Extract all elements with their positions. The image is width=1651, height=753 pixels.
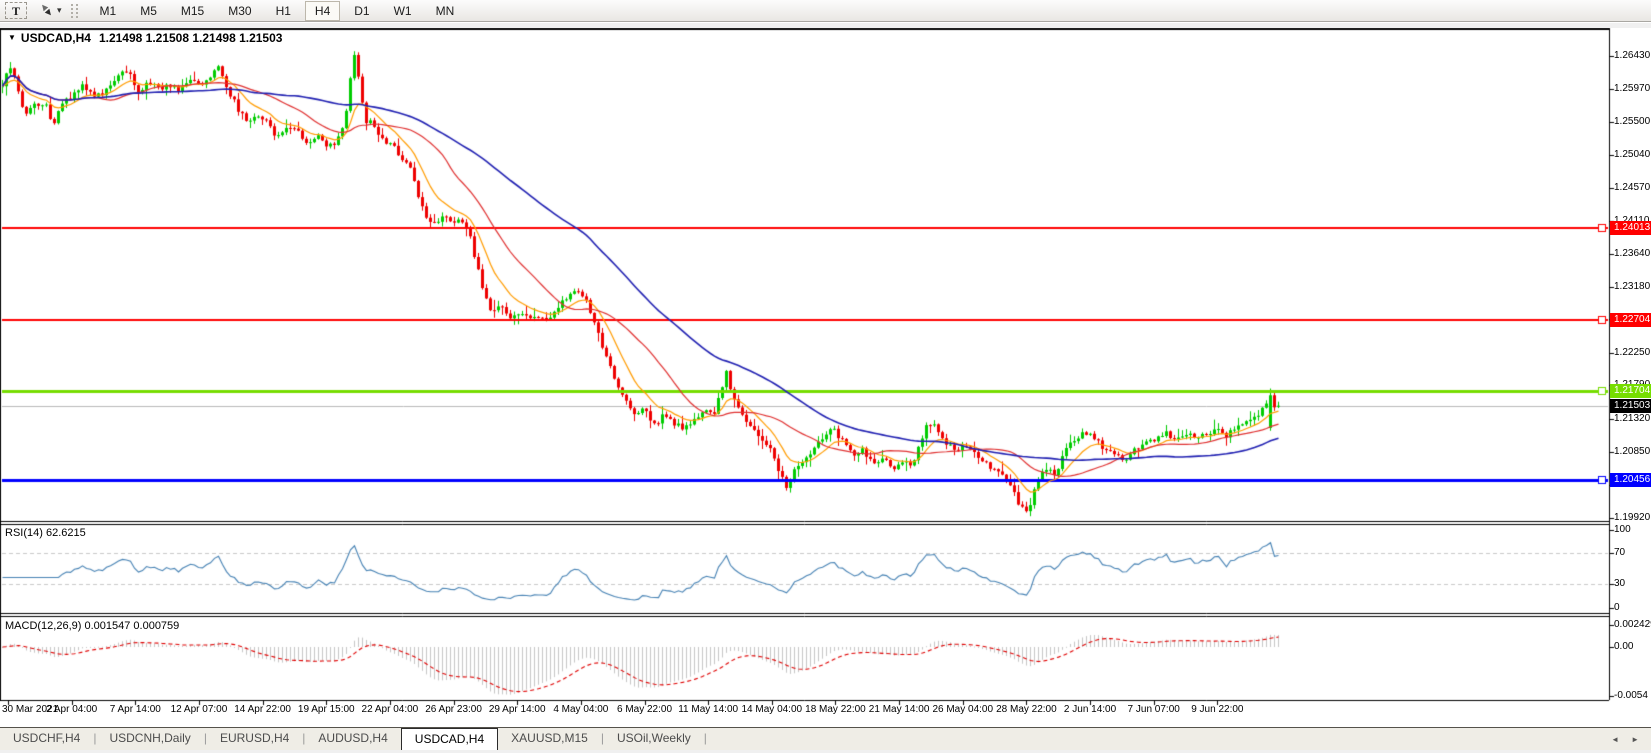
chart-ohlc-values: 1.21498 1.21508 1.21498 1.21503 [98,31,283,45]
price-chart-canvas[interactable] [0,0,1651,710]
chart-title: ▼ USDCAD,H4 1.21498 1.21508 1.21498 1.2150… [8,31,282,45]
timeframe-h4-button[interactable]: H4 [304,0,341,21]
timeframe-h1-button[interactable]: H1 [266,1,301,21]
tab-usoil-weekly[interactable]: USOil,Weekly [616,731,691,745]
text-tool-button[interactable]: T [5,2,27,19]
toolbar: T ▾ M1 M5 M15 M30 H1 H4 D1 W1 MN [0,0,1651,22]
timeframe-w1-button[interactable]: W1 [384,1,422,21]
tab-separator: | [203,731,207,745]
tab-usdcad-h4[interactable]: USDCAD,H4 [400,728,499,750]
toolbar-gap [0,23,1651,28]
chart-tab-bar: USDCHF,H4 | USDCNH,Daily | EURUSD,H4 | AUDU… [0,727,1651,750]
time-axis[interactable] [0,701,1609,718]
tab-separator: | [703,731,707,745]
tab-separator: | [302,731,306,745]
tab-eurusd-h4[interactable]: EURUSD,H4 [219,731,290,745]
dropdown-triangle-icon[interactable]: ▼ [8,33,16,42]
tab-scroll-left-icon[interactable]: ◄ [1611,734,1620,744]
macd-indicator-label: MACD(12,26,9) 0.001547 0.000759 [5,620,180,632]
tab-scroll-controls: ◄ ► [1611,728,1651,750]
tab-xauusd-m15[interactable]: XAUUSD,M15 [511,731,588,745]
price-axis[interactable] [1610,28,1651,700]
tab-separator: | [93,731,97,745]
toolbar-grip[interactable] [70,3,78,18]
arrows-icon [38,4,54,21]
timeframe-m30-button[interactable]: M30 [218,1,261,21]
tab-usdcnh-daily[interactable]: USDCNH,Daily [109,731,191,745]
timeframe-mn-button[interactable]: MN [426,1,465,21]
arrows-tool-button[interactable] [36,2,56,20]
tab-usdchf-h4[interactable]: USDCHF,H4 [13,731,81,745]
timeframe-m15-button[interactable]: M15 [171,1,214,21]
tab-separator: | [600,731,604,745]
rsi-indicator-label: RSI(14) 62.6215 [5,527,86,539]
tab-scroll-right-icon[interactable]: ► [1631,734,1639,744]
timeframe-m5-button[interactable]: M5 [130,1,167,21]
tab-audusd-h4[interactable]: AUDUSD,H4 [318,731,388,745]
timeframe-d1-button[interactable]: D1 [344,1,379,21]
bottom-strip [0,750,1651,753]
chevron-down-icon[interactable]: ▾ [57,5,62,15]
timeframe-m1-button[interactable]: M1 [90,1,127,21]
chart-symbol: USDCAD,H4 [20,31,91,45]
